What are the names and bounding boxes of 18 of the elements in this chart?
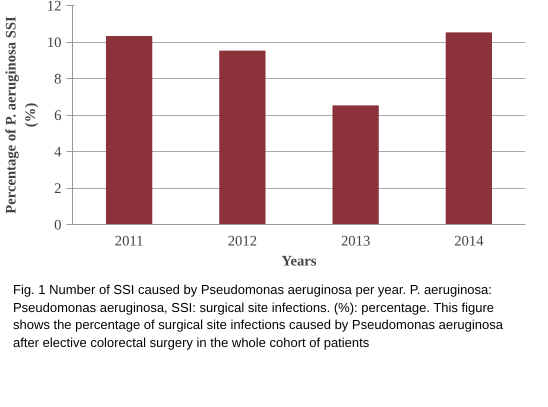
y-tick-label: 0 bbox=[54, 218, 62, 234]
y-tick-label: 4 bbox=[54, 144, 62, 160]
bar bbox=[219, 50, 266, 224]
caption: Fig. 1 Number of SSI caused by Pseudomonas aeruginosa per year. P. aeruginosa: Pseudomonas aeruginosa, SSI: surgical site infections. (%): percentage. This figure shows the percentage of surgical site infections caused by Pseudomonas aeruginosa after elective colorectal surgery in the whole cohort of patients bbox=[13, 281, 504, 352]
y-axis-title: Percentage of P. aeruginosa SSI (%) bbox=[4, 16, 39, 214]
x-tick-label: 2012 bbox=[228, 234, 258, 250]
y-tick-label: 10 bbox=[46, 35, 62, 51]
x-tick-label: 2011 bbox=[114, 234, 144, 250]
bar bbox=[446, 32, 492, 224]
bar bbox=[106, 36, 152, 224]
y-tick-label: 8 bbox=[54, 72, 62, 88]
x-tick-label: 2014 bbox=[454, 234, 484, 250]
y-tick-label: 12 bbox=[46, 0, 62, 14]
bar bbox=[332, 105, 379, 224]
x-tick-label: 2013 bbox=[340, 234, 370, 250]
x-axis-title: Years bbox=[282, 254, 317, 270]
y-tick-label: 6 bbox=[54, 108, 62, 124]
y-tick-label: 2 bbox=[54, 181, 62, 197]
